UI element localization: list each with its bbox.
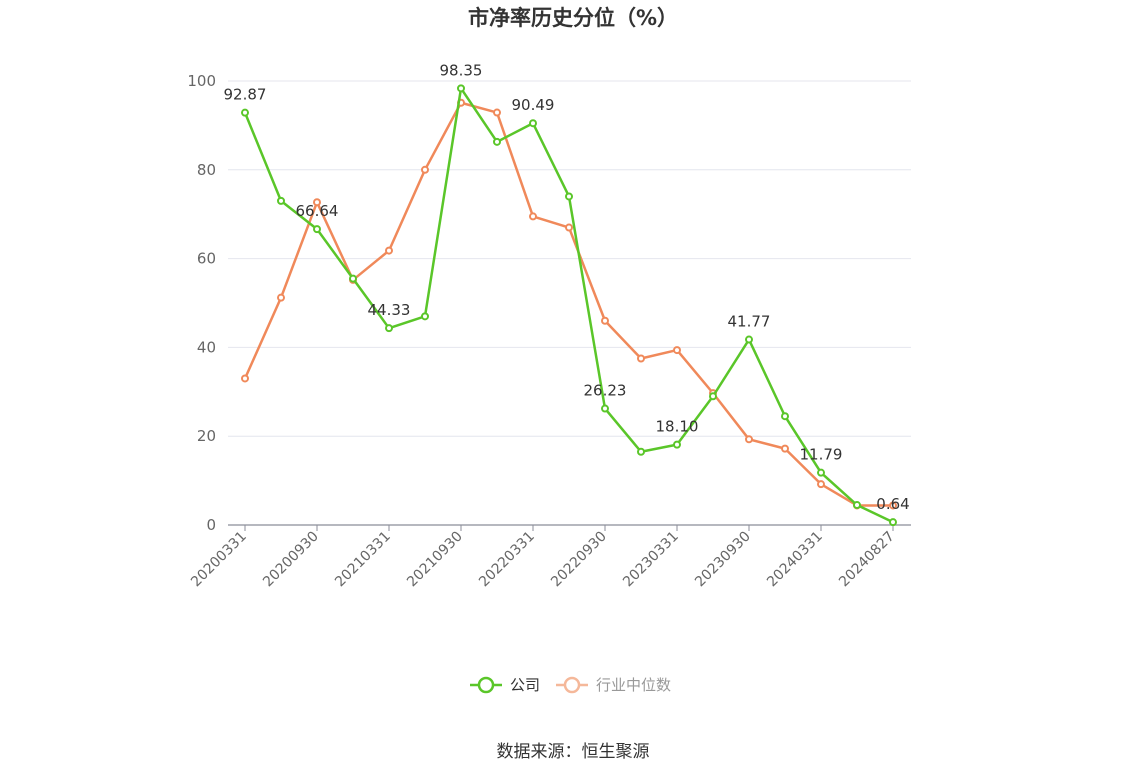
data-label: 92.87 — [224, 86, 267, 104]
data-point — [313, 198, 321, 207]
data-point — [421, 165, 429, 174]
x-tick-label: 20240331 — [764, 529, 826, 591]
data-point — [673, 346, 681, 355]
data-point — [529, 212, 537, 221]
legend-swatch-marker — [477, 676, 495, 694]
data-label: 98.35 — [440, 61, 483, 79]
series-line-0 — [243, 87, 894, 524]
x-tick-label: 20220930 — [548, 529, 610, 591]
legend-label: 行业中位数 — [596, 676, 671, 694]
data-label: 41.77 — [728, 313, 771, 331]
data-point — [709, 392, 717, 401]
data-point — [277, 196, 285, 205]
data-point — [277, 293, 285, 302]
data-point — [565, 223, 573, 232]
y-tick-label: 100 — [187, 72, 216, 90]
chart-title: 市净率历史分位（%） — [468, 6, 678, 30]
x-axis: 20200331 20200930 20210331 20210930 20220331… — [188, 524, 911, 591]
data-point — [493, 108, 501, 117]
data-point — [745, 435, 753, 444]
grid — [228, 80, 911, 437]
data-point — [853, 501, 861, 510]
source-note: 数据来源：恒生聚源 — [497, 742, 650, 762]
data-point — [637, 354, 645, 363]
legend-item-0[interactable]: 公司 — [470, 676, 540, 694]
data-point — [529, 119, 537, 128]
x-tick-label: 20240827 — [836, 529, 898, 591]
series-layer — [241, 84, 897, 527]
data-label: 0.64 — [876, 495, 909, 513]
y-axis: 0 20 40 60 80 100 — [187, 72, 216, 534]
data-point — [349, 274, 357, 283]
data-point — [817, 468, 825, 477]
data-point — [241, 374, 249, 383]
data-point — [493, 137, 501, 146]
x-tick-label: 20230930 — [692, 529, 754, 591]
data-label: 26.23 — [584, 382, 627, 400]
data-point — [241, 108, 249, 117]
data-point — [313, 225, 321, 234]
y-tick-label: 40 — [197, 338, 216, 356]
legend[interactable]: 公司 行业中位数 — [470, 676, 671, 694]
data-label: 66.64 — [296, 202, 339, 220]
data-point — [601, 316, 609, 325]
x-tick-label: 20220331 — [476, 529, 538, 591]
data-point — [385, 324, 393, 333]
data-labels: 92.87 66.64 44.33 98.35 90.49 26.23 18.10 41.77… — [224, 61, 910, 513]
data-point — [889, 518, 897, 527]
data-label: 11.79 — [800, 446, 843, 464]
x-tick-label: 20200331 — [188, 529, 250, 591]
x-tick-label: 20210930 — [404, 529, 466, 591]
data-label: 90.49 — [512, 96, 555, 114]
data-point — [385, 246, 393, 255]
data-point — [781, 412, 789, 421]
data-point — [889, 501, 897, 510]
series-line-1 — [243, 101, 893, 507]
data-point — [457, 84, 465, 93]
data-point — [817, 480, 825, 489]
y-tick-label: 20 — [197, 427, 216, 445]
data-point — [673, 440, 681, 449]
x-tick-label: 20210331 — [332, 529, 394, 591]
legend-label: 公司 — [510, 676, 540, 694]
data-point — [781, 444, 789, 453]
y-tick-label: 0 — [206, 516, 216, 534]
data-point — [745, 335, 753, 344]
legend-item-1[interactable]: 行业中位数 — [556, 676, 671, 694]
data-point — [421, 312, 429, 321]
data-point — [637, 447, 645, 456]
data-point — [601, 404, 609, 413]
x-tick-label: 20200930 — [260, 529, 322, 591]
x-tick-label: 20230331 — [620, 529, 682, 591]
legend-swatch-marker — [563, 676, 581, 694]
y-tick-label: 60 — [197, 250, 216, 268]
data-point — [565, 192, 573, 201]
y-tick-label: 80 — [197, 161, 216, 179]
data-label: 18.10 — [656, 418, 699, 436]
data-label: 44.33 — [368, 301, 411, 319]
